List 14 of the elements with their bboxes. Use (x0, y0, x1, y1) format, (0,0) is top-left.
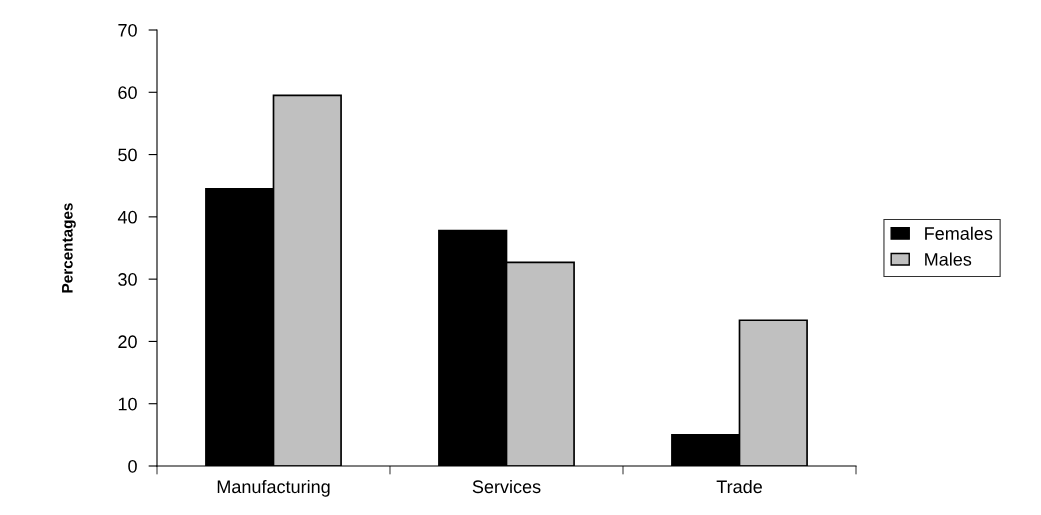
legend-label: Males (925, 252, 972, 266)
y-tick-label: 20 (118, 335, 137, 349)
y-axis-title: Percentages (62, 203, 76, 293)
y-tick-label: 0 (128, 459, 137, 473)
y-tick-label: 30 (118, 273, 137, 286)
y-tick-label: 10 (118, 397, 137, 411)
y-tick-label: 60 (118, 86, 137, 100)
x-tick-label: Manufacturing (217, 479, 330, 497)
y-tick-label: 70 (118, 23, 137, 37)
x-tick-label: Services (472, 479, 541, 494)
y-tick-label: 40 (117, 210, 137, 224)
y-tick-label: 50 (118, 148, 137, 162)
legend-label: Females (925, 226, 993, 240)
x-tick-label: Trade (716, 479, 762, 494)
